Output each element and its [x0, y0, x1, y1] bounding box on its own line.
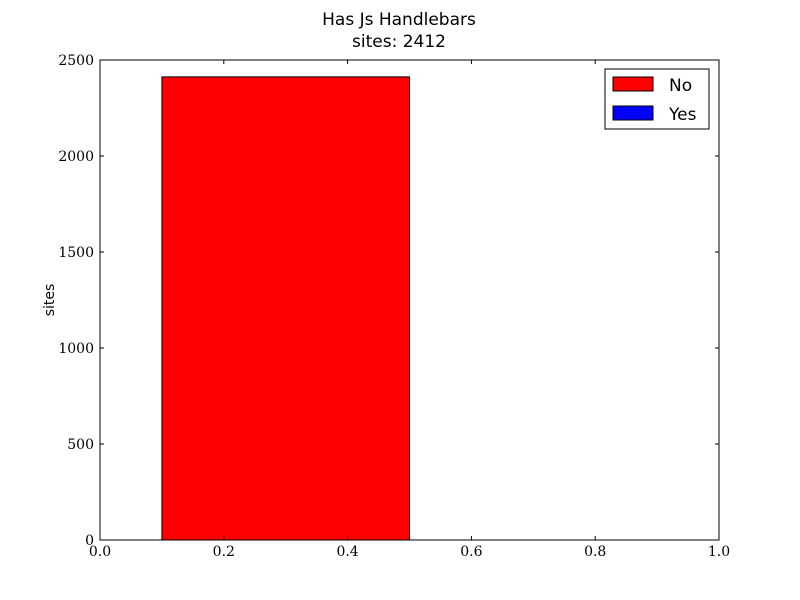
x-tick-label: 0.0 — [89, 544, 111, 560]
bars-layer — [161, 76, 410, 541]
chart-subtitle: sites: 2412 — [352, 32, 446, 52]
y-tick-label: 1500 — [58, 245, 94, 261]
legend-label-no: No — [669, 76, 692, 96]
legend: No Yes — [604, 68, 710, 130]
x-tick-label: 1.0 — [708, 544, 730, 560]
x-tick-label: 0.6 — [460, 544, 482, 560]
y-tick-label: 500 — [67, 437, 94, 453]
x-tick-label: 0.8 — [584, 544, 606, 560]
y-tick-label: 2500 — [58, 53, 94, 69]
legend-swatch-yes — [612, 105, 654, 121]
x-tick-label: 0.2 — [213, 544, 235, 560]
legend-label-yes: Yes — [668, 105, 697, 125]
y-axis-label: sites — [42, 284, 58, 317]
legend-swatch-no — [612, 76, 654, 92]
bar-no — [161, 76, 410, 541]
y-tick-label: 0 — [85, 533, 94, 549]
plot-frame — [99, 59, 720, 541]
x-tick-label: 0.4 — [336, 544, 358, 560]
y-tick-label: 2000 — [58, 149, 94, 165]
chart-title: Has Js Handlebars — [322, 10, 476, 30]
y-tick-label: 1000 — [58, 341, 94, 357]
ticks-layer: 0.0 0.2 0.4 0.6 0.8 1.0 0 500 1000 1500 2000 2500 — [58, 53, 730, 560]
